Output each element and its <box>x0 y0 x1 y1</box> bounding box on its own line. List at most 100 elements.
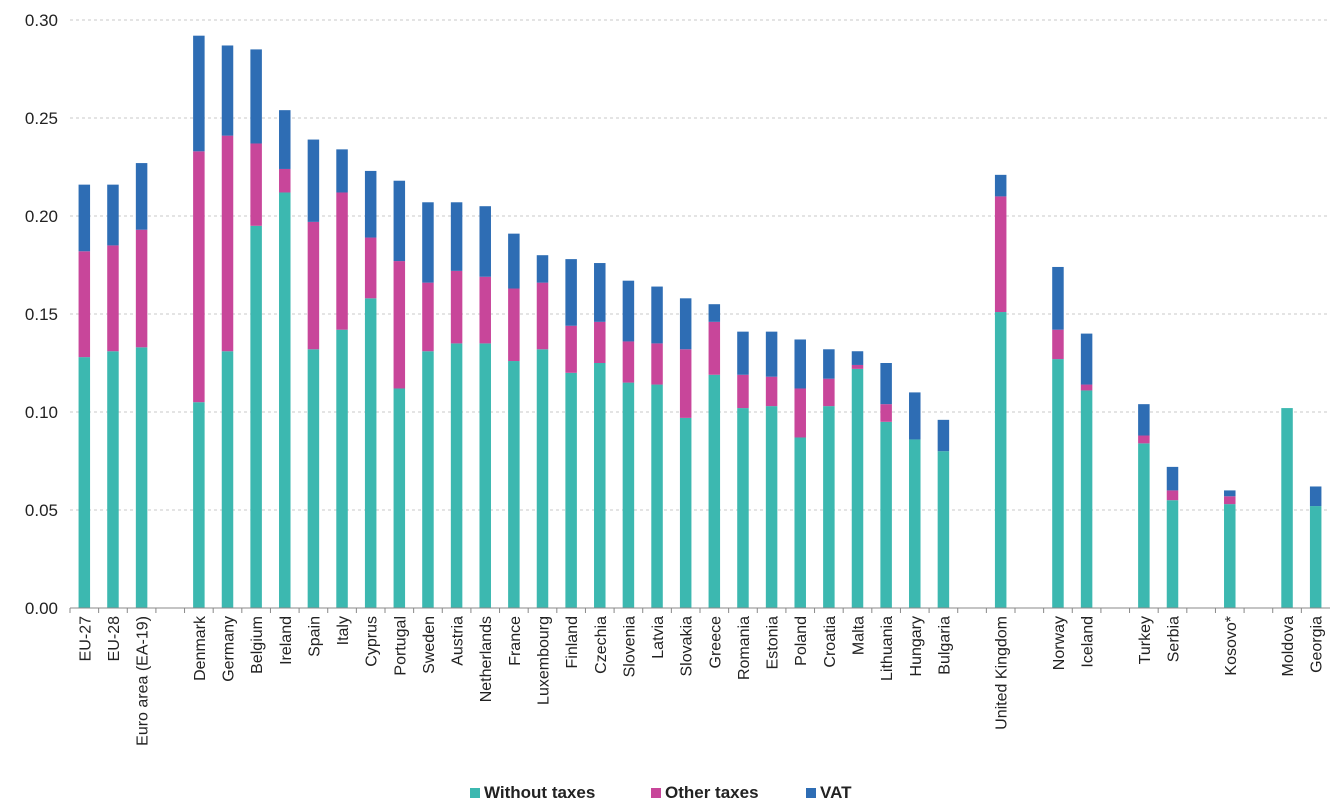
bar-segment <box>279 192 291 609</box>
bar-segment <box>594 321 606 363</box>
y-tick-label: 0.25 <box>25 109 58 128</box>
x-category-label: United Kingdom <box>994 616 1011 730</box>
bar-segment <box>651 286 663 344</box>
bar-segment <box>1309 486 1322 507</box>
bar-segment <box>193 151 205 403</box>
bar-segment <box>737 374 749 409</box>
bar-segment <box>336 329 348 608</box>
bar-segment <box>823 406 835 608</box>
bar-segment <box>994 312 1007 608</box>
bar-segment <box>1138 443 1150 608</box>
bar-segment <box>1309 506 1322 608</box>
bar-segment <box>336 149 348 193</box>
x-category-label: Slovenia <box>621 616 638 677</box>
bar-segment <box>393 180 406 262</box>
bar-segment <box>565 259 577 326</box>
bar-segment <box>193 35 205 152</box>
bar-segment <box>221 351 234 608</box>
bar-segment <box>107 245 119 352</box>
bar-segment <box>250 49 262 144</box>
x-category-label: Cyprus <box>364 616 381 667</box>
bar-segment <box>508 288 520 362</box>
bar-segment <box>221 45 234 136</box>
x-category-label: Ireland <box>278 616 295 665</box>
bar-segment <box>994 174 1007 197</box>
bar-segment <box>1224 504 1236 608</box>
bar-segment <box>737 408 749 608</box>
legend-label: Without taxes <box>484 783 595 802</box>
y-tick-label: 0.00 <box>25 599 58 618</box>
bar-segment <box>851 351 864 365</box>
bar-segment <box>508 361 520 608</box>
bar-segment <box>909 392 921 440</box>
x-category-label: Hungary <box>908 616 925 676</box>
bar-segment <box>937 419 950 452</box>
legend-swatch <box>806 788 816 798</box>
bar-segment <box>880 421 892 608</box>
bar-segment <box>422 351 434 608</box>
bar-segment <box>1281 408 1293 608</box>
bar-segment <box>594 363 606 608</box>
legend-swatch <box>651 788 661 798</box>
x-category-label: Malta <box>851 616 868 655</box>
x-category-label: Norway <box>1051 616 1068 670</box>
x-category-label: EU-28 <box>106 616 123 661</box>
bar-segment <box>193 402 205 608</box>
bars <box>78 35 1322 609</box>
x-category-label: Slovakia <box>679 616 696 677</box>
x-category-label: Croatia <box>822 616 839 668</box>
x-category-label: Estonia <box>765 616 782 669</box>
bar-segment <box>1052 266 1064 330</box>
x-category-label: Latvia <box>650 616 667 659</box>
bar-segment <box>765 406 778 608</box>
x-category-label: Spain <box>306 616 323 657</box>
bar-segment <box>336 192 348 330</box>
bar-segment <box>622 341 635 383</box>
bar-segment <box>479 206 491 277</box>
bar-segment <box>135 163 148 230</box>
x-category-label: Austria <box>450 616 467 666</box>
x-category-label: Portugal <box>392 616 409 676</box>
x-category-label: EU-27 <box>77 616 94 661</box>
bar-segment <box>536 282 549 350</box>
bar-segment <box>536 255 549 283</box>
bar-segment <box>1224 496 1236 505</box>
bar-segment <box>1224 490 1236 497</box>
bar-segment <box>1166 466 1179 491</box>
bar-segment <box>536 349 549 608</box>
bar-segment <box>651 384 663 608</box>
y-tick-label: 0.30 <box>25 11 58 30</box>
bar-segment <box>479 343 491 608</box>
x-category-label: Greece <box>707 616 724 669</box>
bar-segment <box>422 282 434 352</box>
bar-segment <box>679 349 692 418</box>
x-category-label: Iceland <box>1080 616 1097 668</box>
bar-segment <box>135 347 148 608</box>
bar-segment <box>1138 435 1150 444</box>
bar-segment <box>450 202 463 271</box>
bar-segment <box>765 331 778 377</box>
bar-segment <box>737 331 749 375</box>
bar-segment <box>565 372 577 608</box>
x-category-label: Poland <box>793 616 810 666</box>
x-category-label: Denmark <box>192 615 209 681</box>
bar-segment <box>450 270 463 344</box>
legend-label: VAT <box>820 783 852 802</box>
bar-segment <box>823 349 835 379</box>
bar-segment <box>794 339 806 389</box>
bar-segment <box>450 343 463 608</box>
x-category-label: Lithuania <box>879 616 896 681</box>
x-category-label: Finland <box>564 616 581 668</box>
x-category-label: Germany <box>221 616 238 682</box>
bar-segment <box>679 417 692 608</box>
y-tick-label: 0.15 <box>25 305 58 324</box>
bar-segment <box>994 196 1007 313</box>
bar-segment <box>1080 390 1093 608</box>
bar-segment <box>364 298 377 608</box>
bar-segment <box>307 139 320 222</box>
bar-segment <box>1080 384 1093 391</box>
bar-segment <box>708 374 721 608</box>
bar-segment <box>622 280 635 342</box>
bar-segment <box>78 251 91 358</box>
